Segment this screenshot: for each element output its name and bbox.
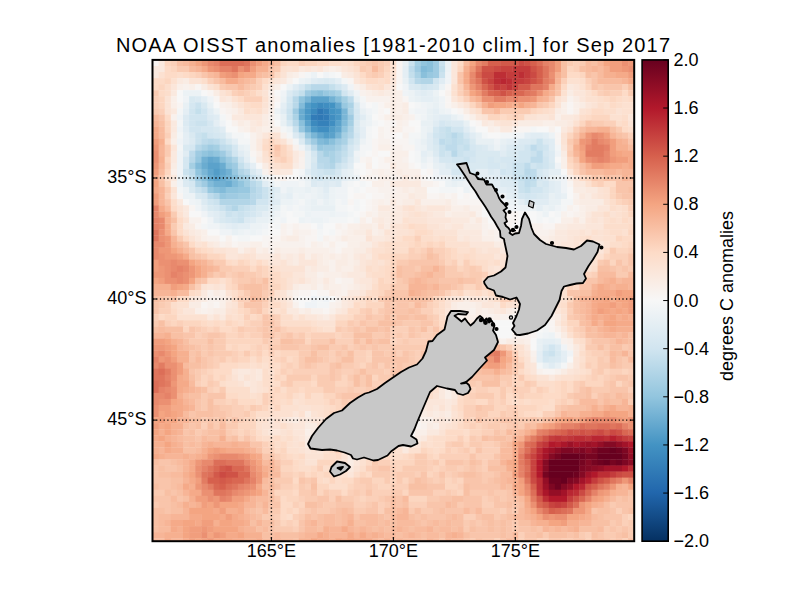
svg-text:−0.8: −0.8 bbox=[674, 387, 710, 407]
svg-text:−1.6: −1.6 bbox=[674, 483, 710, 503]
svg-text:0.0: 0.0 bbox=[674, 291, 699, 311]
svg-text:170°E: 170°E bbox=[369, 541, 418, 561]
svg-text:−1.2: −1.2 bbox=[674, 435, 710, 455]
svg-text:−0.4: −0.4 bbox=[674, 339, 710, 359]
svg-text:45°S: 45°S bbox=[107, 409, 146, 429]
svg-text:0.8: 0.8 bbox=[674, 194, 699, 214]
svg-text:175°E: 175°E bbox=[491, 541, 540, 561]
svg-text:−2.0: −2.0 bbox=[674, 531, 710, 551]
svg-text:1.6: 1.6 bbox=[674, 98, 699, 118]
svg-text:165°E: 165°E bbox=[247, 541, 296, 561]
svg-text:1.2: 1.2 bbox=[674, 146, 699, 166]
svg-text:0.4: 0.4 bbox=[674, 242, 699, 262]
svg-text:degrees C anomalies: degrees C anomalies bbox=[717, 211, 737, 381]
svg-text:40°S: 40°S bbox=[107, 288, 146, 308]
svg-text:2.0: 2.0 bbox=[674, 50, 699, 70]
svg-text:NOAA OISST anomalies [1981-201: NOAA OISST anomalies [1981-2010 clim.] f… bbox=[116, 34, 670, 56]
svg-text:35°S: 35°S bbox=[107, 167, 146, 187]
